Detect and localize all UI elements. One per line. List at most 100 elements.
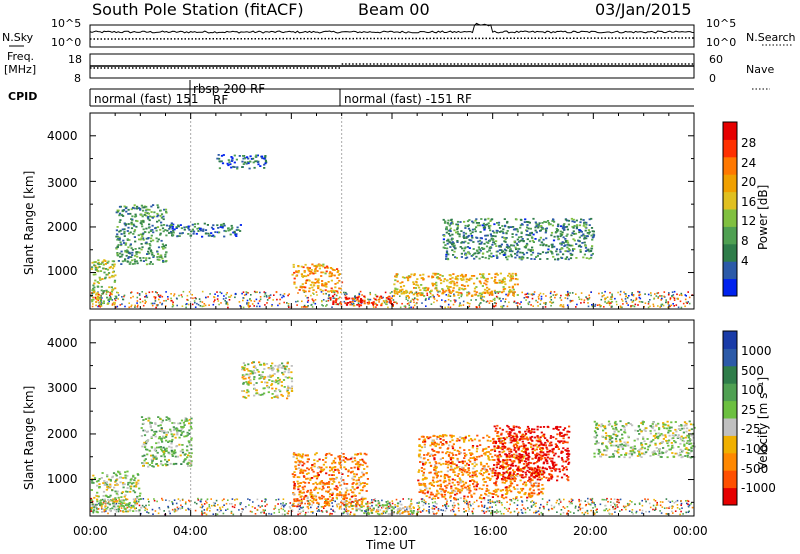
power-pixel <box>327 299 330 302</box>
velocity-pixel <box>365 502 368 505</box>
power-pixel <box>488 249 491 252</box>
velocity-pixel <box>249 510 252 513</box>
velocity-pixel <box>159 508 161 511</box>
velocity-pixel <box>463 508 465 510</box>
power-pixel <box>229 229 232 231</box>
power-pixel <box>263 163 266 166</box>
power-pixel <box>449 300 452 302</box>
velocity-pixel <box>134 498 137 500</box>
velocity-pixel <box>304 502 306 505</box>
velocity-pixel <box>263 368 266 370</box>
velocity-pixel <box>391 502 394 505</box>
power-pixel <box>494 297 496 300</box>
power-pixel <box>464 254 468 256</box>
velocity-pixel <box>688 504 691 506</box>
power-pixel <box>316 264 319 267</box>
velocity-pixel <box>96 508 99 510</box>
power-pixel <box>563 226 566 229</box>
power-pixel <box>304 286 307 289</box>
velocity-pixel <box>117 510 120 513</box>
velocity-pixel <box>186 456 189 459</box>
power-pixel <box>116 252 119 254</box>
power-pixel <box>162 261 165 263</box>
velocity-pixel <box>92 510 95 513</box>
velocity-pixel <box>331 505 334 508</box>
velocity-pixel <box>141 504 144 507</box>
power-pixel <box>187 227 190 230</box>
velocity-pixel <box>382 510 385 513</box>
power-pixel <box>572 238 575 241</box>
velocity-pixel <box>349 513 351 515</box>
power-pixel <box>627 304 629 306</box>
velocity-pixel <box>347 493 350 496</box>
velocity-pixel <box>188 432 191 435</box>
velocity-colorbar-tick: -500 <box>741 461 769 476</box>
power-pixel <box>565 225 569 228</box>
velocity-pixel <box>164 448 167 451</box>
power-pixel <box>531 251 535 254</box>
power-pixel <box>457 291 461 294</box>
power-pixel <box>535 299 537 302</box>
power-pixel <box>543 220 546 223</box>
velocity-pixel <box>278 508 280 511</box>
velocity-pixel <box>318 508 320 511</box>
power-pixel <box>130 256 133 258</box>
velocity-pixel <box>242 362 245 364</box>
power-pixel <box>264 292 267 294</box>
power-pixel <box>582 233 585 236</box>
velocity-pixel <box>221 499 224 502</box>
power-pixel <box>247 304 249 307</box>
velocity-pixel <box>463 511 465 513</box>
power-pixel <box>452 273 455 275</box>
power-pixel <box>433 298 436 300</box>
velocity-pixel <box>201 513 203 516</box>
velocity-pixel <box>212 501 215 504</box>
velocity-pixel <box>292 452 295 455</box>
velocity-pixel <box>199 506 202 509</box>
power-pixel <box>121 260 124 263</box>
power-pixel <box>178 235 181 237</box>
velocity-pixel <box>145 441 149 443</box>
velocity-pixel <box>457 503 460 506</box>
power-pixel <box>625 293 627 295</box>
power-pixel <box>529 227 532 230</box>
power-pixel <box>484 218 487 221</box>
velocity-pixel <box>203 509 206 511</box>
power-pixel <box>467 224 470 227</box>
velocity-pixel <box>270 397 274 399</box>
power-pixel <box>151 263 154 265</box>
velocity-pixel <box>468 510 470 512</box>
velocity-pixel <box>143 454 146 457</box>
power-pixel <box>302 306 305 308</box>
power-pixel <box>134 306 136 308</box>
power-pixel <box>295 275 298 277</box>
velocity-pixel <box>463 500 465 502</box>
power-pixel <box>147 212 150 215</box>
velocity-pixel <box>566 506 569 508</box>
velocity-pixel <box>342 481 346 484</box>
velocity-pixel <box>147 512 150 514</box>
power-pixel <box>525 293 528 295</box>
power-pixel <box>153 302 156 305</box>
power-pixel <box>521 251 524 254</box>
velocity-pixel <box>583 513 585 516</box>
velocity-pixel <box>242 377 245 380</box>
velocity-pixel <box>641 509 644 512</box>
velocity-pixel <box>686 499 689 502</box>
power-pixel <box>159 301 161 304</box>
power-pixel <box>512 292 515 295</box>
velocity-pixel <box>503 513 505 515</box>
velocity-pixel <box>320 466 323 469</box>
power-pixel <box>187 299 189 301</box>
velocity-pixel <box>209 507 211 509</box>
velocity-pixel <box>431 501 434 504</box>
power-pixel <box>492 298 495 301</box>
power-pixel <box>194 301 196 304</box>
power-pixel <box>473 228 476 230</box>
velocity-pixel <box>331 502 333 504</box>
power-pixel <box>604 298 606 301</box>
velocity-pixel <box>289 502 292 504</box>
velocity-pixel <box>336 503 339 506</box>
power-pixel <box>157 294 160 296</box>
velocity-pixel <box>425 501 427 503</box>
